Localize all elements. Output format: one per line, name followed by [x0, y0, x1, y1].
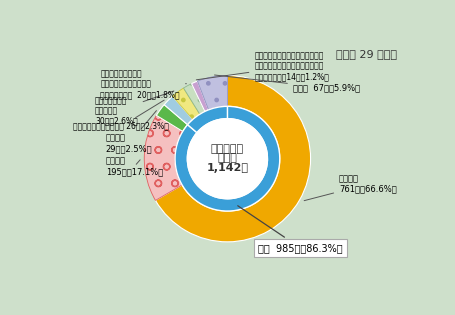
Wedge shape	[164, 96, 193, 125]
Wedge shape	[157, 105, 187, 131]
Text: 住宅  985人（86.3%）: 住宅 985人（86.3%）	[238, 206, 343, 253]
Text: 非特定複合用途
防火対象物
30人（2.6%）: 非特定複合用途 防火対象物 30人（2.6%）	[95, 91, 174, 126]
Text: 共同住宅
195人（17.1%）: 共同住宅 195人（17.1%）	[106, 157, 163, 176]
Text: （平成 29 年中）: （平成 29 年中）	[336, 49, 397, 59]
Wedge shape	[197, 76, 228, 110]
Text: 劇場・遊技場・飲食店・百貨店・
旅館・病院・特別養護老人ホーム
・特殊浴場等　14人（1.2%）: 劇場・遊技場・飲食店・百貨店・ 旅館・病院・特別養護老人ホーム ・特殊浴場等 1…	[196, 51, 329, 81]
Circle shape	[187, 119, 268, 199]
Wedge shape	[144, 115, 183, 200]
Wedge shape	[156, 76, 311, 242]
Text: その他  67人（5.9%）: その他 67人（5.9%）	[214, 75, 360, 92]
Text: 1,142人: 1,142人	[207, 163, 248, 173]
Wedge shape	[172, 88, 200, 119]
Wedge shape	[175, 106, 280, 211]
Text: 一般住宅
761人（66.6%）: 一般住宅 761人（66.6%）	[304, 175, 397, 201]
Wedge shape	[192, 81, 208, 112]
Text: 死者数: 死者数	[217, 153, 238, 163]
Wedge shape	[187, 106, 228, 133]
Text: 併用住宅
29人（2.5%）: 併用住宅 29人（2.5%）	[106, 111, 157, 153]
Text: 学校・神社・工場・
作業場・駐車場・車庫・
倉庫・事務所等  20人（1.8%）: 学校・神社・工場・ 作業場・駐車場・車庫・ 倉庫・事務所等 20人（1.8%）	[101, 69, 187, 99]
Text: 建物火災の: 建物火災の	[211, 145, 244, 154]
Wedge shape	[183, 84, 205, 114]
Text: 特定複合用途防火対象物 26人（2.3%）: 特定複合用途防火対象物 26人（2.3%）	[73, 100, 169, 131]
